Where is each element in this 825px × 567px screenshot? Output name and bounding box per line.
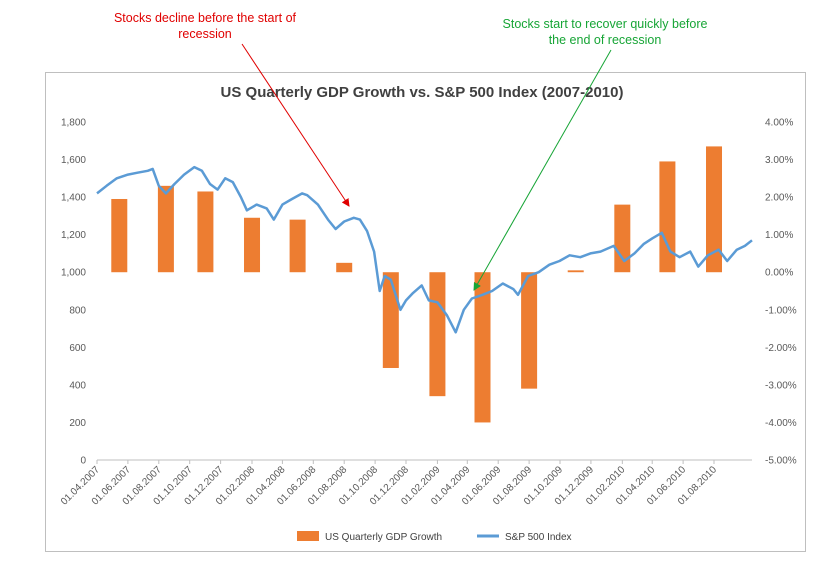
chart-area — [45, 72, 806, 552]
chart-title: US Quarterly GDP Growth vs. S&P 500 Inde… — [221, 84, 624, 101]
y-right-tick-label: 4.00% — [765, 118, 793, 129]
gdp-bar — [289, 219, 306, 273]
arrow-recovery — [473, 49, 612, 291]
gdp-bar — [567, 270, 584, 273]
y-right-tick-label: 2.00% — [765, 193, 793, 204]
legend-swatch-gdp — [297, 531, 319, 541]
y-right-tick-label: -5.00% — [765, 456, 797, 467]
y-left-tick-label: 400 — [69, 380, 86, 391]
gdp-bar — [197, 191, 214, 273]
sp500-line — [96, 165, 753, 334]
gdp-bar — [706, 146, 723, 273]
gdp-bar — [429, 272, 446, 397]
annotation-decline-line1: Stocks decline before the start of — [113, 11, 297, 25]
y-left-tick-label: 200 — [69, 418, 86, 429]
y-left-tick-label: 1,000 — [61, 268, 86, 279]
y-left-tick-label: 1,600 — [61, 155, 86, 166]
y-right-tick-label: -3.00% — [765, 380, 797, 391]
y-right-tick-label: 3.00% — [765, 155, 793, 166]
annotation-recovery-line1: Stocks start to recover quickly before — [502, 17, 708, 31]
y-left-tick-label: 1,400 — [61, 193, 86, 204]
y-right-tick-label: -2.00% — [765, 343, 797, 354]
y-right-tick-label: -4.00% — [765, 418, 797, 429]
annotation-decline-line2: recession — [178, 27, 232, 41]
gdp-bar — [659, 161, 676, 273]
gdp-bar — [474, 272, 491, 423]
y-left-tick-label: 800 — [69, 305, 86, 316]
annotation-recovery-line2: the end of recession — [548, 33, 662, 47]
gdp-bar — [382, 272, 399, 368]
gdp-bar — [244, 217, 261, 273]
gdp-bar — [336, 262, 353, 273]
y-right-tick-label: 1.00% — [765, 230, 793, 241]
gdp-bar — [157, 185, 174, 273]
y-left-tick-label: 600 — [69, 343, 86, 354]
gdp-bar — [111, 198, 128, 273]
annotation-recovery: Stocks start to recover quickly before t… — [470, 16, 740, 48]
gdp-bar — [614, 204, 631, 273]
legend-label-sp500: S&P 500 Index — [505, 532, 572, 543]
y-left-tick-label: 1,200 — [61, 230, 86, 241]
gdp-bar — [521, 272, 538, 389]
arrow-decline — [241, 43, 350, 207]
y-left-tick-label: 0 — [80, 456, 86, 467]
y-right-tick-label: 0.00% — [765, 268, 793, 279]
legend-label-gdp: US Quarterly GDP Growth — [325, 532, 442, 543]
y-left-tick-label: 1,800 — [61, 118, 86, 129]
annotation-decline: Stocks decline before the start of reces… — [100, 10, 310, 42]
y-right-tick-label: -1.00% — [765, 305, 797, 316]
